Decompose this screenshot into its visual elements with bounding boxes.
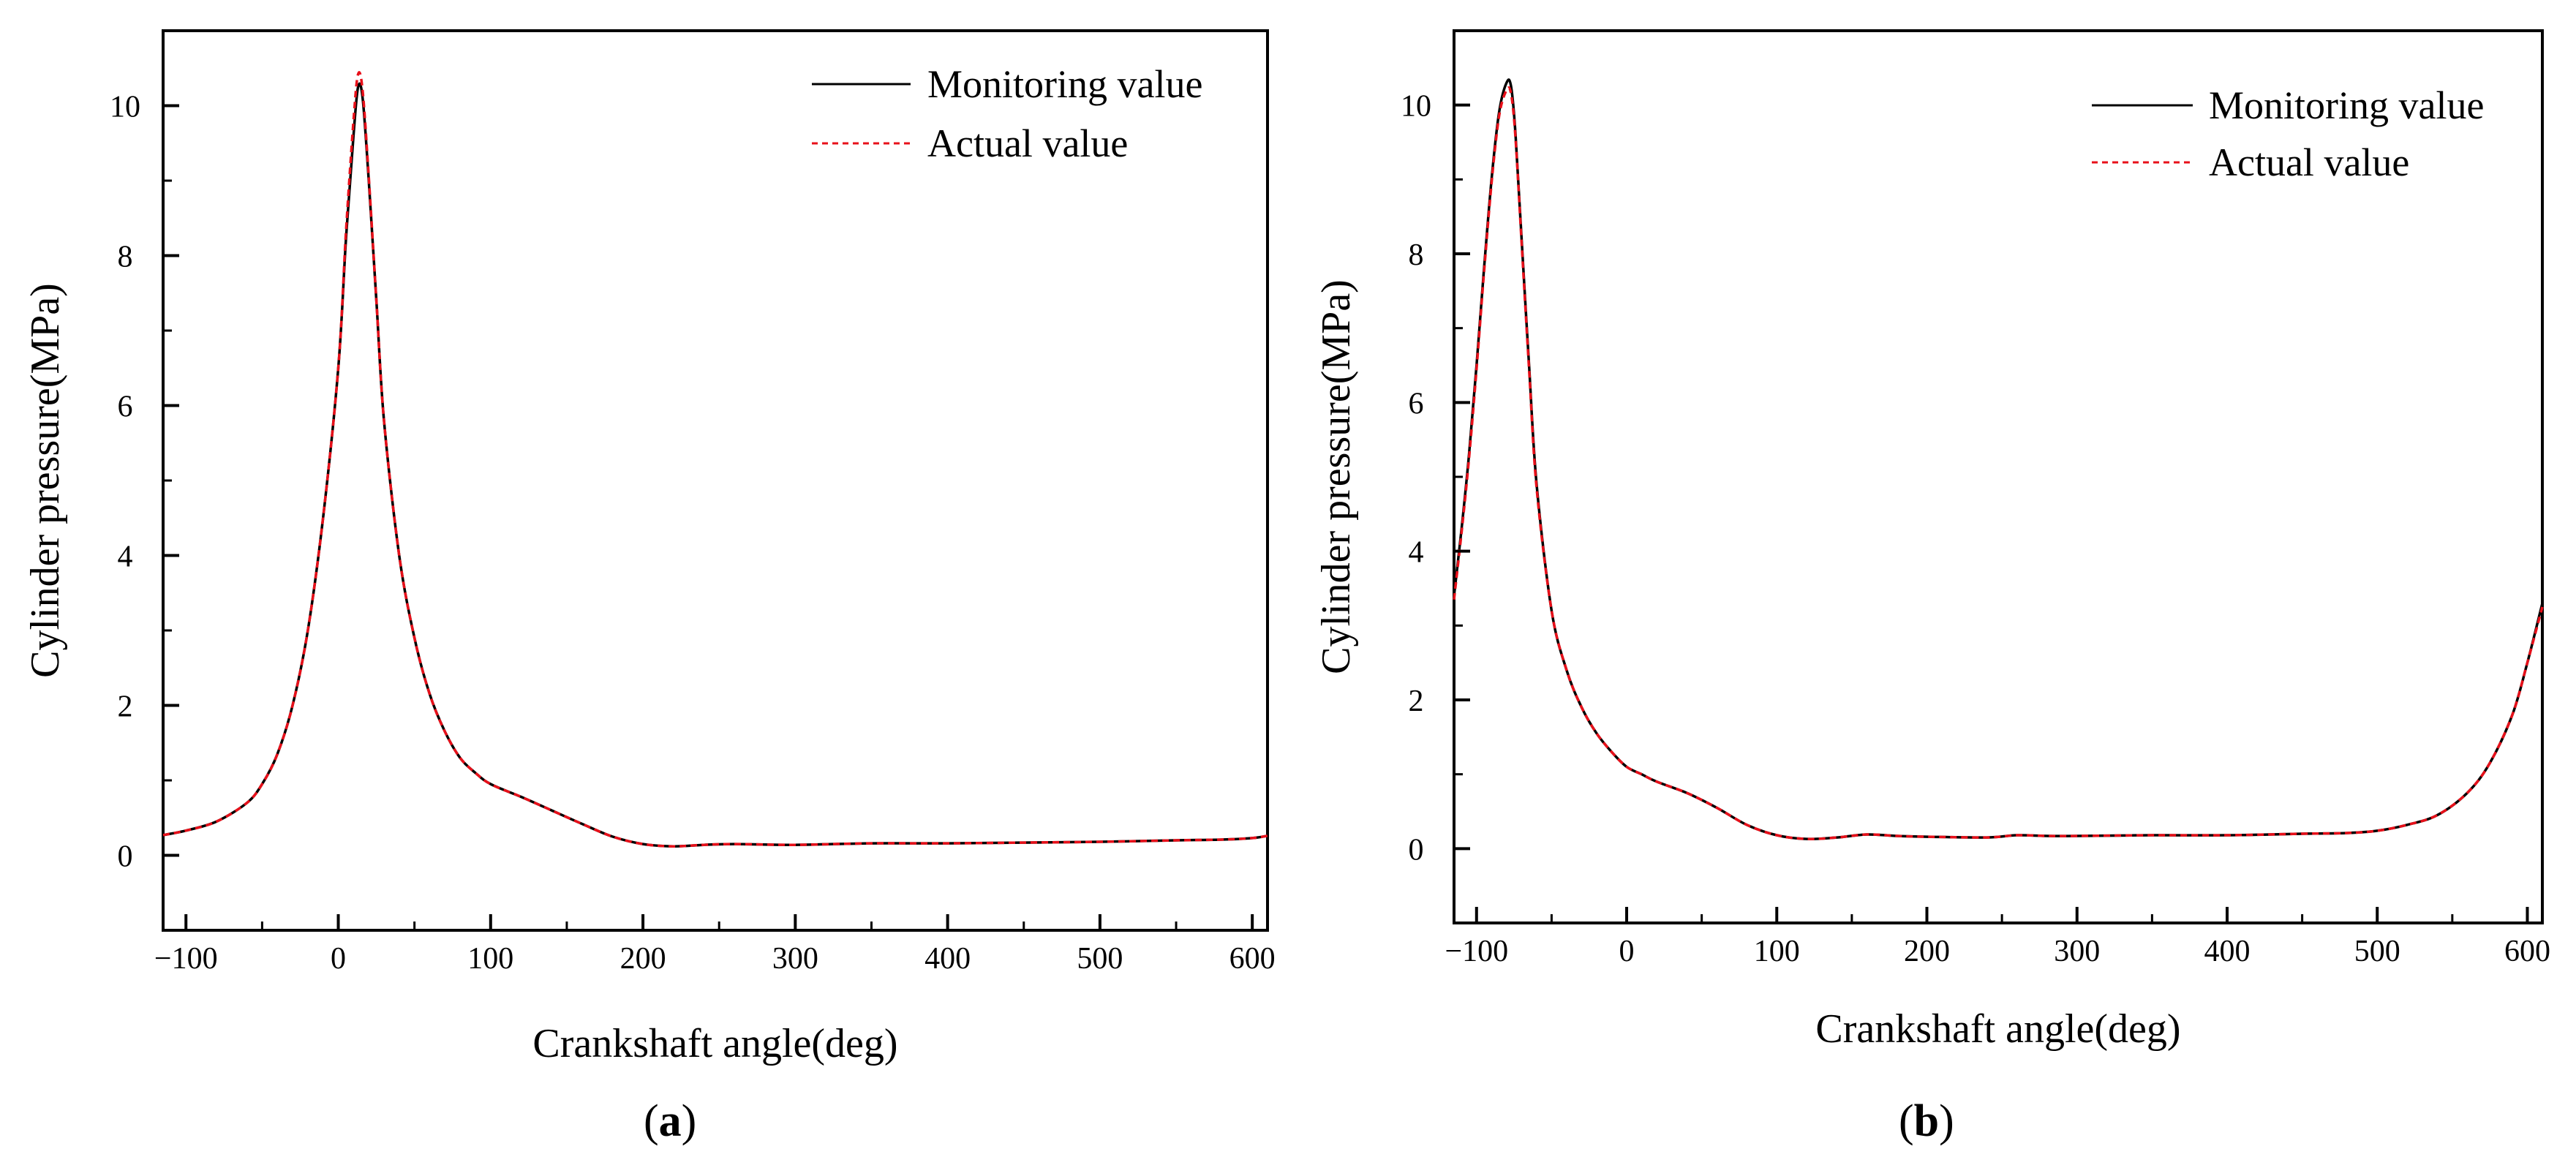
series-layer bbox=[1453, 78, 2544, 840]
legend-label-monitoring: Monitoring value bbox=[2209, 83, 2484, 127]
x-tick-label: 600 bbox=[2504, 935, 2550, 968]
x-axis-ticks: −100 0 100 200 300 400 500 600 bbox=[1445, 907, 2550, 968]
legend: Monitoring value Actual value bbox=[2092, 83, 2484, 184]
y-tick-label: 4 bbox=[1409, 536, 1424, 570]
series-line-actual bbox=[162, 71, 1268, 848]
series-line-actual bbox=[1453, 86, 2544, 840]
x-tick-label: 600 bbox=[1229, 942, 1276, 976]
x-tick-label: 500 bbox=[1077, 942, 1123, 976]
y-tick-label: 6 bbox=[1409, 387, 1424, 421]
y-axis-ticks: 0 2 4 6 8 10 bbox=[110, 29, 179, 932]
legend: Monitoring value Actual value bbox=[812, 62, 1202, 165]
x-tick-label: 500 bbox=[2354, 935, 2400, 968]
series-layer bbox=[162, 71, 1268, 848]
legend-label-monitoring: Monitoring value bbox=[927, 62, 1202, 106]
x-axis-ticks: −100 0 100 200 300 400 500 600 bbox=[154, 914, 1276, 976]
x-axis-title: Crankshaft angle(deg) bbox=[532, 1021, 897, 1066]
y-tick-label: 0 bbox=[1409, 833, 1424, 867]
x-tick-label: 300 bbox=[2054, 935, 2100, 968]
panel-label: (b) bbox=[1899, 1096, 1954, 1146]
y-tick-label: 0 bbox=[118, 840, 133, 874]
x-tick-label: 200 bbox=[620, 942, 666, 976]
x-axis-title: Crankshaft angle(deg) bbox=[1815, 1006, 2180, 1052]
x-tick-label: 400 bbox=[2204, 935, 2250, 968]
y-tick-label: 10 bbox=[110, 91, 140, 124]
y-tick-label: 10 bbox=[1401, 90, 1431, 124]
x-tick-label: 100 bbox=[1754, 935, 1800, 968]
y-tick-label: 8 bbox=[118, 241, 133, 274]
panel-b: −100 0 100 200 300 400 500 600 0 2 4 6 8 10 Monitori… bbox=[1314, 29, 2550, 1146]
y-axis-title: Cylinder pressure(MPa) bbox=[1314, 279, 1359, 674]
x-tick-label: −100 bbox=[154, 942, 218, 976]
panel-a: −100 0 100 200 300 400 500 600 0 2 4 6 8 10 Monitori… bbox=[23, 29, 1276, 1146]
y-axis-ticks: 0 2 4 6 8 10 bbox=[1401, 29, 1470, 924]
y-tick-label: 2 bbox=[118, 690, 133, 724]
legend-label-actual: Actual value bbox=[2209, 140, 2409, 184]
y-axis-title: Cylinder pressure(MPa) bbox=[23, 283, 68, 678]
y-tick-label: 6 bbox=[118, 391, 133, 424]
plot-area-frame bbox=[162, 29, 1269, 932]
panel-label-letter: b bbox=[1914, 1096, 1939, 1146]
panel-label-letter: a bbox=[659, 1096, 682, 1146]
y-tick-label: 2 bbox=[1409, 685, 1424, 718]
panel-label: (a) bbox=[644, 1096, 696, 1146]
x-tick-label: 100 bbox=[467, 942, 513, 976]
y-tick-label: 8 bbox=[1409, 238, 1424, 272]
x-tick-label: 400 bbox=[924, 942, 971, 976]
x-tick-label: 300 bbox=[772, 942, 818, 976]
x-tick-label: −100 bbox=[1445, 935, 1508, 968]
x-tick-label: 0 bbox=[331, 942, 346, 976]
y-tick-label: 4 bbox=[118, 540, 133, 574]
x-tick-label: 200 bbox=[1904, 935, 1950, 968]
series-line-monitoring bbox=[1453, 78, 2544, 840]
x-tick-label: 0 bbox=[1619, 935, 1635, 968]
legend-label-actual: Actual value bbox=[927, 121, 1128, 165]
